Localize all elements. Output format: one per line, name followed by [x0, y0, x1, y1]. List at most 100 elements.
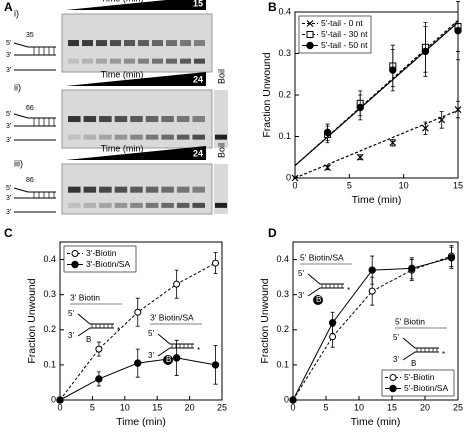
fork	[157, 333, 194, 357]
band	[99, 186, 112, 193]
panel-label: C	[4, 226, 13, 240]
annotation-part: *	[442, 350, 445, 359]
band	[176, 186, 190, 193]
annotation-part: B	[86, 335, 91, 344]
band	[96, 58, 107, 64]
band	[166, 40, 177, 47]
annotation-part: 3'	[393, 355, 399, 364]
x-tick-label: 10	[399, 180, 409, 190]
band	[82, 40, 93, 47]
marker	[134, 359, 142, 367]
marker	[454, 26, 462, 35]
annotation-part: *	[197, 346, 200, 355]
band	[166, 58, 177, 64]
legend-label: 3'-Biotin/SA	[86, 259, 130, 269]
wedge-label: Time (min)	[101, 69, 144, 79]
strand-label: 3'	[6, 67, 11, 74]
band	[161, 186, 174, 193]
dna-substrate	[13, 42, 56, 71]
band	[176, 202, 190, 208]
marker	[211, 361, 220, 369]
x-tick-label: 0	[57, 402, 62, 412]
annotation-part: B	[411, 359, 416, 368]
marker	[329, 333, 337, 341]
band	[138, 58, 149, 64]
band	[110, 58, 121, 64]
band	[83, 134, 97, 140]
band	[124, 40, 135, 47]
y-tick-label: 0.4	[43, 254, 56, 264]
band	[130, 186, 143, 193]
fit-line	[294, 21, 459, 167]
boil-label: Boil	[216, 143, 226, 158]
marker	[306, 41, 314, 50]
streptavidin	[163, 355, 173, 365]
band	[68, 134, 81, 140]
marker	[95, 345, 103, 353]
y-tick-label: 0.1	[43, 359, 56, 369]
x-tick-label: 10	[120, 402, 130, 412]
band	[68, 40, 79, 47]
band	[152, 58, 163, 64]
band	[161, 116, 174, 123]
y-tick-label: 0.2	[43, 324, 56, 334]
marker	[421, 47, 430, 56]
band	[192, 186, 205, 193]
marker	[291, 174, 299, 182]
band	[68, 116, 81, 123]
x-tick-label: 5	[347, 180, 352, 190]
strand-label: 3'	[6, 52, 11, 59]
annotation-part: B	[316, 295, 321, 304]
x-axis-title: Time (min)	[352, 194, 402, 206]
marker	[328, 319, 337, 327]
band	[145, 116, 159, 123]
band	[83, 202, 97, 208]
band	[110, 40, 121, 47]
annotation-part: *	[117, 326, 120, 335]
annotation: 3' Biotin/SA	[150, 312, 194, 322]
x-axis-title: Time (min)	[351, 416, 401, 428]
annotation: 5' Biotin	[395, 316, 425, 326]
dna-substrate	[13, 187, 56, 213]
strand-label: 66	[26, 105, 34, 112]
x-tick-label: 25	[217, 402, 227, 412]
band	[145, 134, 159, 140]
marker	[368, 287, 376, 295]
annotation-part: *	[347, 286, 350, 295]
annotation: 3' Biotin	[70, 292, 100, 302]
marker	[306, 31, 314, 38]
y-tick-label: 0.1	[278, 131, 291, 141]
band	[114, 116, 128, 123]
panel-label: A	[4, 0, 13, 14]
annotation-part: 5'	[148, 329, 154, 338]
y-axis-title: Fraction Unwound	[261, 52, 273, 137]
marker	[389, 66, 397, 74]
marker	[306, 20, 314, 27]
band	[176, 134, 190, 140]
fit-line	[294, 109, 459, 179]
x-axis-title: Time (min)	[116, 416, 166, 428]
marker	[356, 153, 364, 161]
marker	[408, 264, 416, 273]
band	[180, 40, 191, 47]
marker	[172, 354, 181, 362]
x-tick-label: 20	[185, 402, 195, 412]
x-tick-label: 20	[420, 402, 430, 412]
band	[145, 186, 159, 193]
marker	[71, 250, 79, 257]
band	[68, 186, 81, 193]
x-tick-label: 15	[387, 402, 397, 412]
x-tick-label: 15	[152, 402, 162, 412]
band	[192, 116, 205, 123]
y-tick-label: 0	[286, 172, 291, 182]
gel-label: iii)	[14, 158, 23, 168]
marker	[421, 124, 429, 132]
marker	[324, 164, 332, 172]
band	[99, 116, 112, 123]
fork	[77, 313, 114, 337]
annotation-part: 5'	[393, 333, 399, 342]
y-axis-title: Fraction Unwound	[26, 278, 38, 363]
plot-frame	[292, 241, 459, 401]
band	[161, 202, 174, 208]
marker	[71, 260, 79, 269]
